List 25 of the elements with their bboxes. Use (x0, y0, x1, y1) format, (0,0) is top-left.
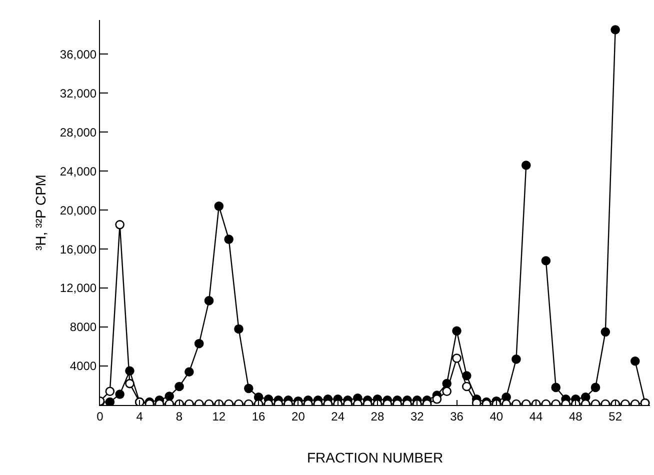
y-tick-label: 32,000 (60, 86, 97, 100)
x-tick-label: 24 (331, 409, 345, 424)
x-tick-label: 8 (176, 409, 183, 424)
y-tick-label: 8000 (70, 320, 97, 334)
x-tick-label: 40 (490, 409, 504, 424)
x-tick-label: 52 (608, 409, 622, 424)
x-tick-label: 28 (370, 409, 384, 424)
x-tick-label: 0 (96, 409, 104, 424)
y-tick-label: 20,000 (60, 203, 97, 218)
x-tick-label: 4 (136, 409, 144, 424)
y-tick-label: 28,000 (60, 125, 97, 140)
x-tick-label: 20 (292, 409, 306, 424)
y-tick-label: 36,000 (60, 47, 97, 62)
x-tick-label: 12 (212, 409, 226, 424)
y-tick-label: 12,000 (60, 281, 97, 296)
x-tick-label: 36 (450, 409, 464, 424)
x-tick-label: 48 (569, 409, 583, 424)
y-tick-label: 24,000 (60, 164, 97, 178)
y-tick-label: 16,000 (60, 242, 97, 256)
x-tick-label: 16 (252, 409, 266, 424)
y-tick-label: 4000 (70, 359, 97, 374)
x-tick-label: 32 (410, 409, 424, 424)
x-tick-label: 44 (529, 409, 544, 424)
x-axis-title: FRACTION NUMBER (306, 450, 444, 466)
y-axis-title: ³H, ³²P CPM (32, 174, 48, 250)
